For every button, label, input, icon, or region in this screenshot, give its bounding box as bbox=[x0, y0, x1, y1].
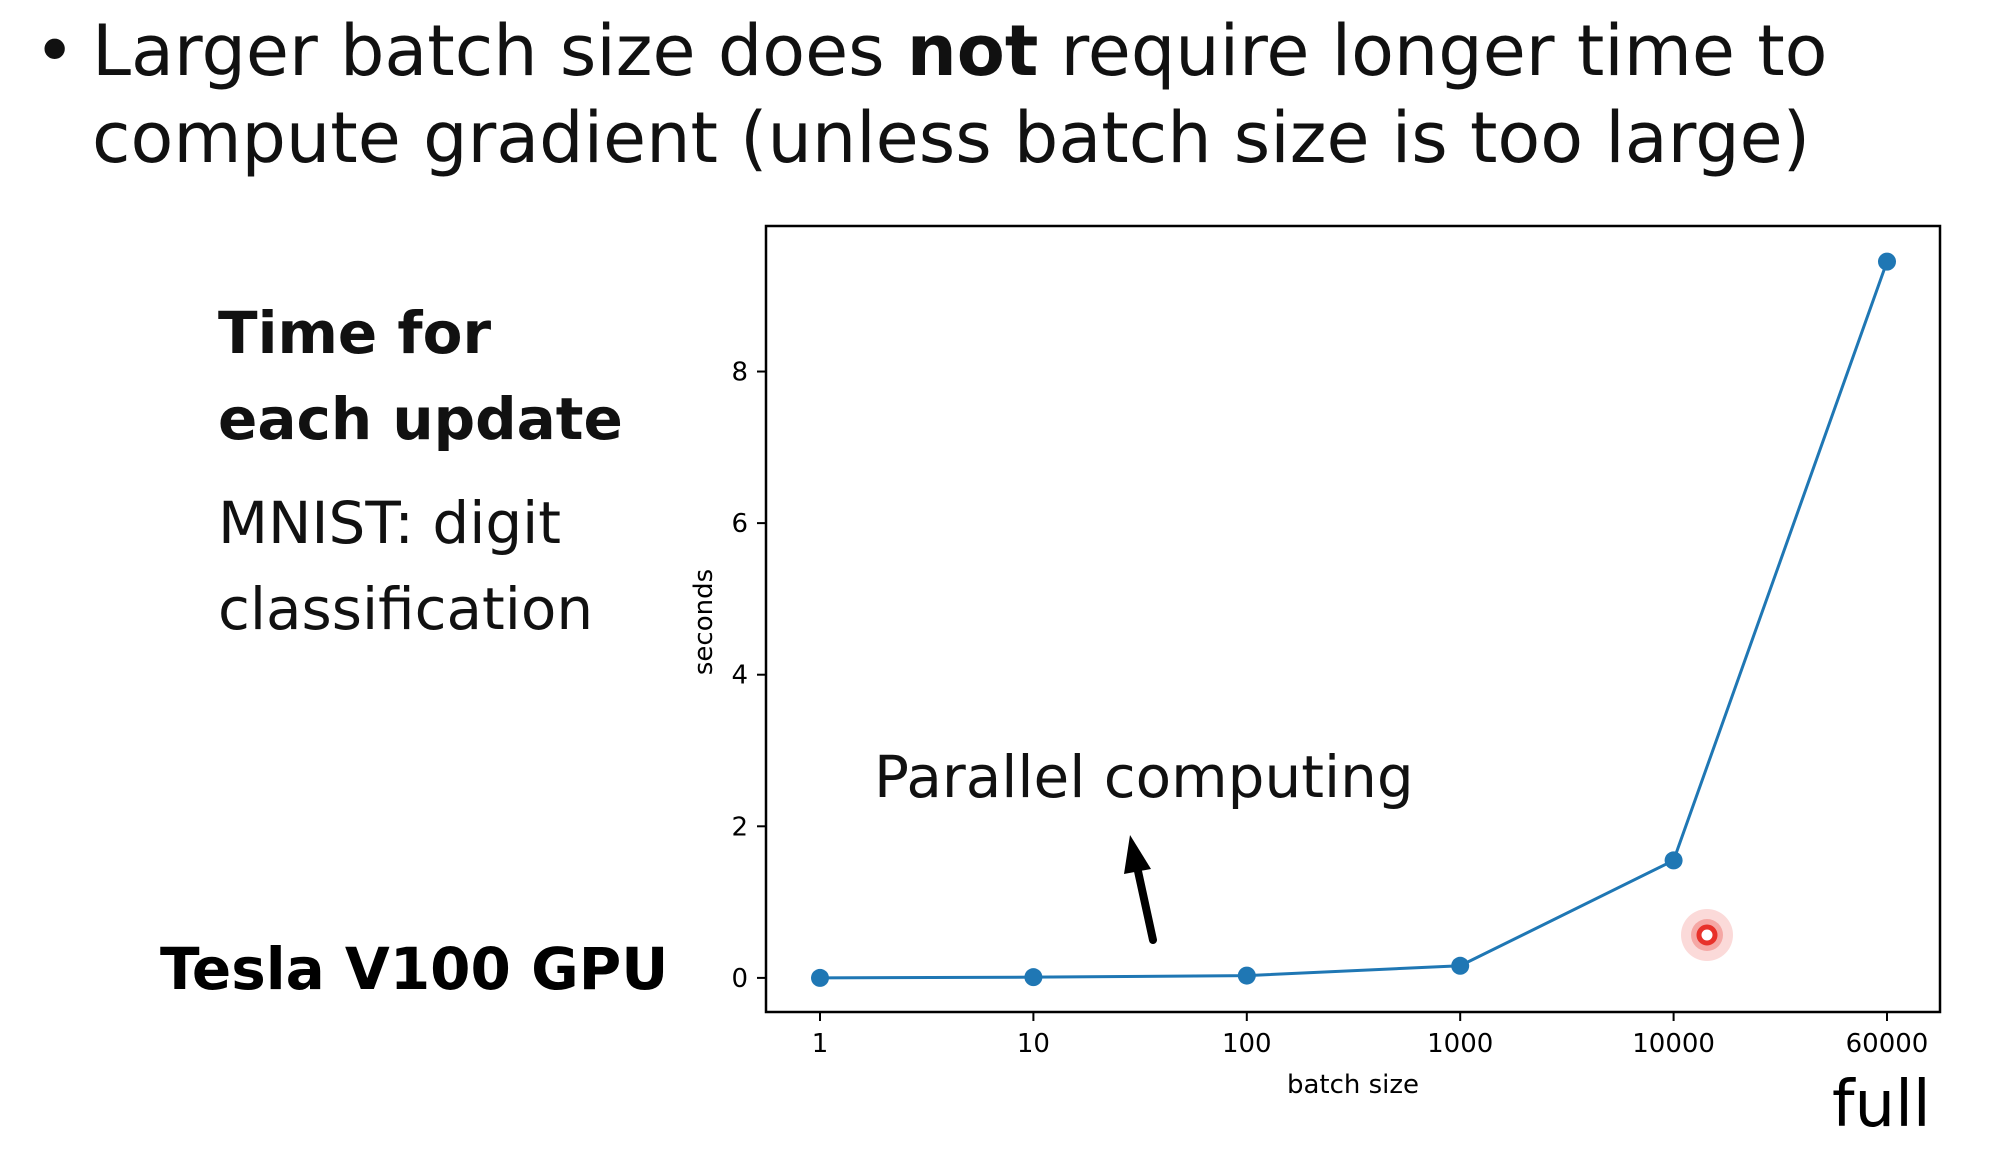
side-desc-line-1: MNIST: digit bbox=[218, 489, 561, 557]
x-tick-label: 60000 bbox=[1846, 1029, 1929, 1059]
full-batch-label: full bbox=[1832, 1068, 1931, 1142]
data-points bbox=[811, 252, 1896, 987]
annotation-arrow bbox=[1124, 835, 1157, 944]
y-tick-label: 0 bbox=[731, 964, 748, 994]
data-point bbox=[1878, 252, 1896, 271]
data-point bbox=[1237, 966, 1256, 985]
side-description: MNIST: digit classification bbox=[218, 480, 593, 652]
side-title: Time for each update bbox=[218, 290, 623, 462]
plot-frame bbox=[764, 224, 1942, 1014]
data-point bbox=[811, 968, 829, 987]
y-tick-label: 6 bbox=[731, 509, 748, 539]
cursor-highlight bbox=[1681, 909, 1733, 961]
annotation-text: Parallel computing bbox=[874, 743, 1414, 811]
x-tick-label: 1000 bbox=[1427, 1029, 1493, 1059]
bullet: • bbox=[34, 10, 76, 92]
y-tick-label: 2 bbox=[731, 812, 748, 842]
series-line bbox=[819, 261, 1889, 980]
headline-line-1: Larger batch size does not require longe… bbox=[92, 8, 1828, 95]
gpu-label: Tesla V100 GPU bbox=[160, 935, 669, 1003]
x-tick-label: 100 bbox=[1222, 1029, 1272, 1059]
x-tick-label: 10000 bbox=[1632, 1029, 1715, 1059]
x-axis-label: batch size bbox=[1287, 1070, 1419, 1100]
data-point bbox=[1451, 956, 1470, 975]
y-axis-label: seconds bbox=[689, 569, 719, 675]
headline-emphasis: not bbox=[906, 10, 1039, 92]
x-tick-label: 10 bbox=[1017, 1029, 1050, 1059]
y-tick-label: 8 bbox=[731, 358, 748, 388]
x-axis: 1 10 100 1000 10000 60000 bbox=[812, 1012, 1929, 1059]
headline-text-1a: Larger batch size does bbox=[92, 10, 907, 92]
x-tick-label: 1 bbox=[812, 1029, 829, 1059]
y-axis: 0 2 4 6 8 bbox=[731, 358, 766, 994]
data-point bbox=[1024, 968, 1043, 987]
data-point bbox=[1664, 851, 1683, 870]
headline-text-1b: require longer time to bbox=[1038, 10, 1828, 92]
y-tick-label: 4 bbox=[731, 661, 748, 691]
side-title-line-2: each update bbox=[218, 385, 623, 453]
side-desc-line-2: classification bbox=[218, 575, 594, 643]
side-title-line-1: Time for bbox=[218, 299, 492, 367]
headline-line-2: compute gradient (unless batch size is t… bbox=[92, 97, 1811, 179]
